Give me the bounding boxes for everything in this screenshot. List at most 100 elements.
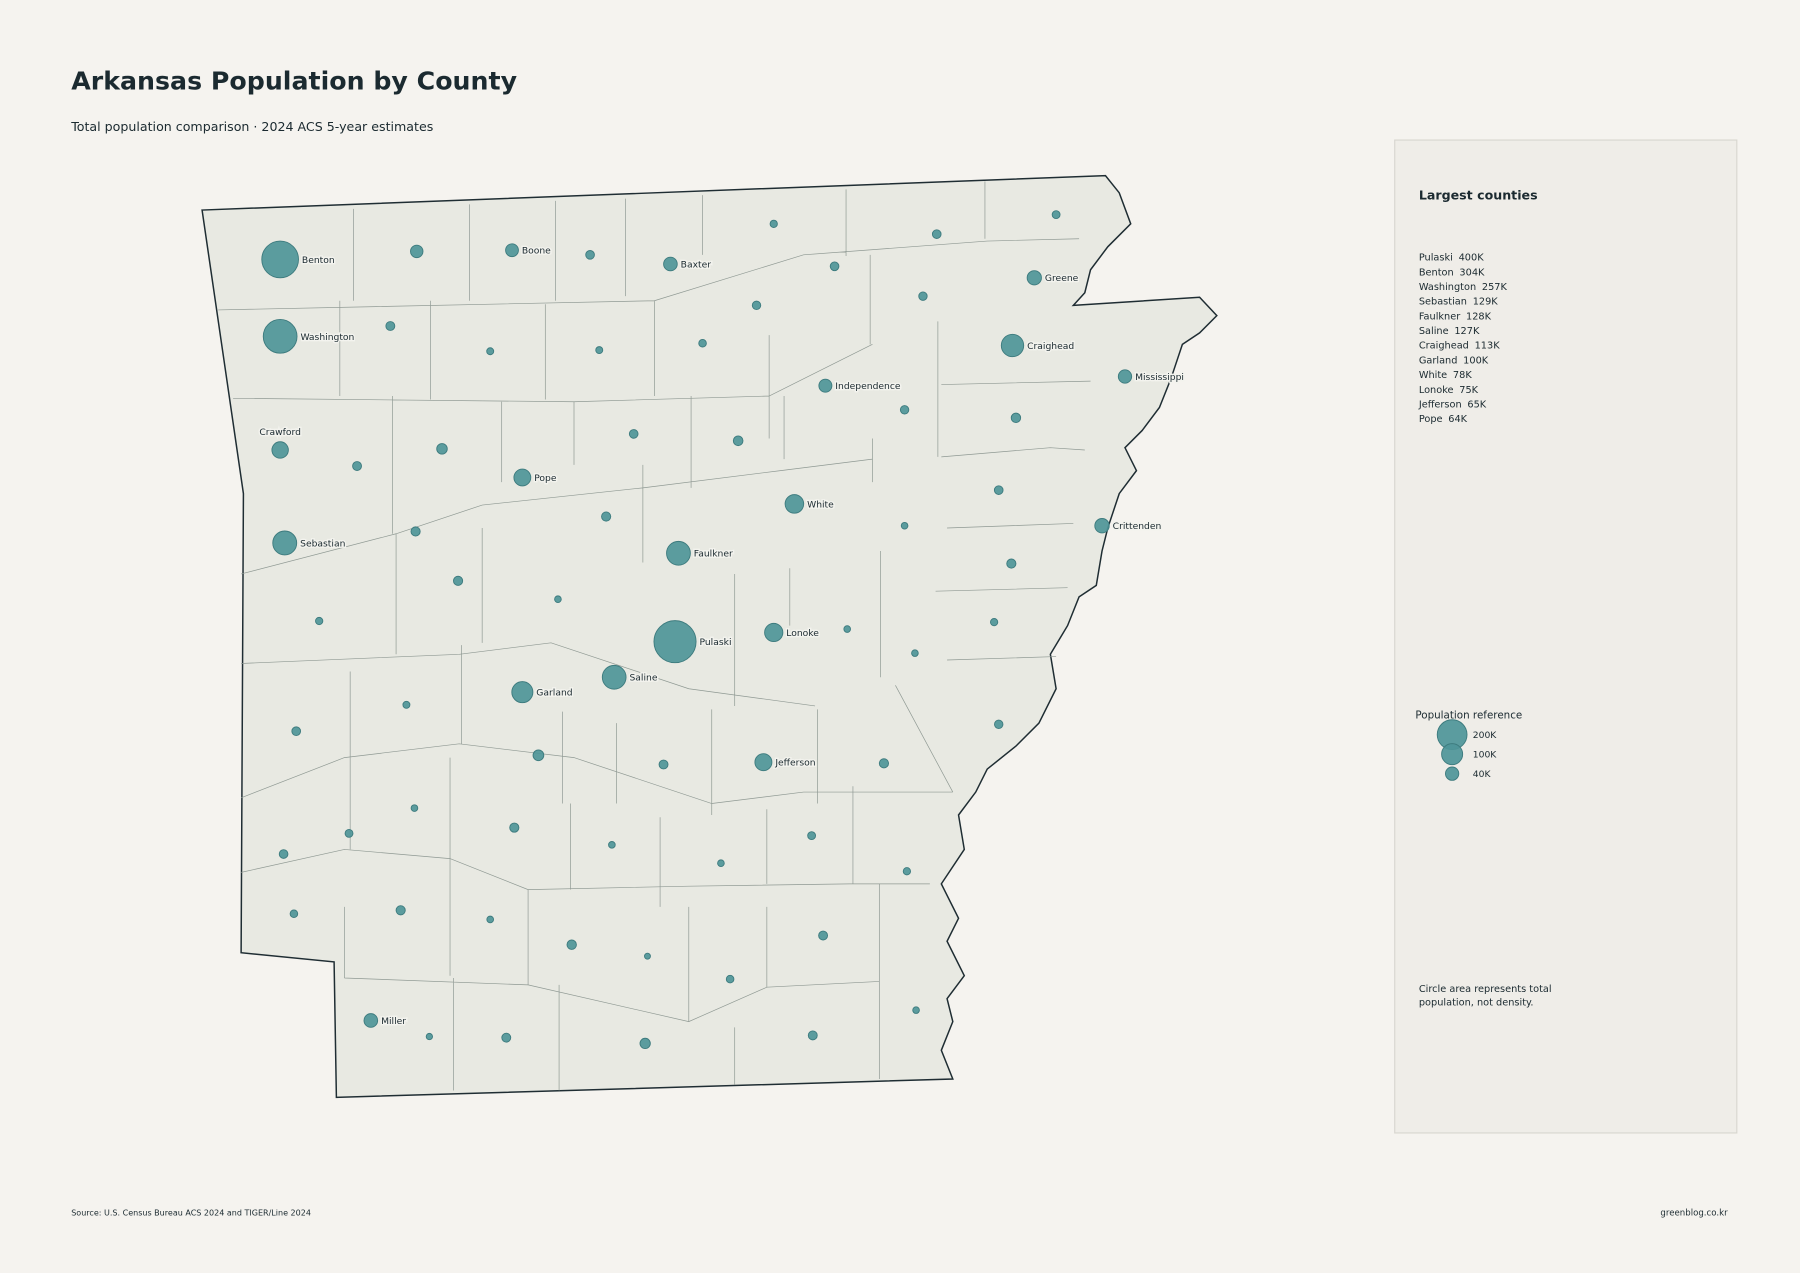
list-item: Pulaski 400K	[1419, 253, 1484, 264]
county-bubble	[994, 719, 1004, 729]
county-bubble	[902, 867, 911, 876]
county-bubble	[395, 905, 406, 916]
county-bubble	[900, 521, 909, 530]
list-name: Pulaski	[1419, 253, 1453, 264]
county-bubble	[818, 378, 833, 393]
county-bubble	[639, 1037, 651, 1050]
county-label: Faulkner	[694, 549, 733, 560]
county-bubble	[653, 620, 697, 664]
legend-label: 40K	[1473, 769, 1492, 780]
county-bubble	[272, 530, 298, 556]
county-bubble	[601, 664, 627, 690]
county-bubble	[769, 219, 778, 228]
list-item: Washington 257K	[1419, 282, 1508, 293]
legend-title: Population reference	[1415, 710, 1522, 722]
list-name: Craighead	[1419, 341, 1469, 352]
bubble-layer: Pulaski Benton Washington Sebastian Faulkner…	[258, 210, 1185, 1050]
county-bubble	[1000, 333, 1025, 358]
county-bubble	[595, 346, 604, 355]
list-value: 100K	[1463, 355, 1489, 366]
list-value: 75K	[1459, 385, 1478, 396]
county-bubble	[732, 435, 744, 447]
county-bubble	[513, 468, 532, 487]
county-bubble	[754, 753, 773, 772]
county-bubble	[262, 318, 298, 354]
county-bubble	[644, 952, 651, 960]
county-label: Crawford	[259, 427, 301, 438]
list-value: 129K	[1473, 297, 1499, 308]
county-bubble	[698, 338, 707, 348]
county-label: Baxter	[681, 259, 712, 270]
list-name: Lonoke	[1419, 385, 1454, 396]
sidebar	[1394, 139, 1738, 1134]
county-bubble	[843, 625, 851, 633]
county-label: Craighead	[1027, 341, 1074, 352]
county-bubble	[509, 822, 520, 833]
county-bubble	[501, 1032, 512, 1043]
county-bubble	[784, 494, 805, 514]
list-value: 128K	[1466, 311, 1492, 322]
county-label: Independence	[835, 381, 901, 392]
list-item: White 78K	[1419, 370, 1473, 381]
list-value: 257K	[1482, 282, 1508, 293]
county-bubble	[315, 616, 324, 626]
county-bubble	[352, 461, 362, 471]
state-outline	[201, 174, 1218, 1099]
county-label: Crittenden	[1113, 521, 1162, 532]
list-name: Saline	[1419, 326, 1449, 337]
county-bubble	[486, 915, 494, 924]
county-bubble	[278, 849, 289, 859]
county-bubble	[554, 595, 562, 603]
sidebar-title: Largest counties	[1419, 188, 1538, 203]
county-bubble	[344, 828, 354, 838]
county-bubble	[829, 261, 840, 272]
county-bubble	[899, 405, 910, 415]
title: Arkansas Population by County	[71, 67, 517, 96]
county-bubble	[402, 700, 411, 709]
county-bubble	[601, 511, 612, 522]
county-label: Pope	[534, 473, 557, 484]
county-bubble	[911, 649, 919, 657]
list-name: Jefferson	[1418, 399, 1462, 410]
county-bubble	[585, 250, 595, 260]
note: Circle area represents total population,…	[1418, 983, 1552, 1009]
county-bubble	[1051, 210, 1061, 220]
county-bubble	[1026, 270, 1042, 286]
county-label: Benton	[302, 255, 335, 266]
county-label: Sebastian	[300, 538, 345, 549]
legend-label: 100K	[1473, 750, 1498, 761]
list-item: Benton 304K	[1419, 267, 1485, 278]
legend: 200K 100K 40K	[1436, 719, 1498, 781]
legend-bubble	[1445, 766, 1460, 781]
subtitle: Total population comparison · 2024 ACS 5…	[70, 119, 433, 134]
county-bubble	[486, 347, 495, 356]
county-label: Washington	[300, 332, 354, 343]
county-label: Lonoke	[786, 628, 819, 639]
county-bubble	[993, 485, 1004, 495]
county-bubble	[385, 321, 396, 331]
list-value: 304K	[1459, 267, 1485, 278]
county-bubble	[912, 1006, 920, 1014]
county-label: Jefferson	[774, 758, 815, 769]
county-bubble	[717, 859, 725, 867]
county-bubble	[990, 618, 999, 627]
county-bubble	[261, 240, 299, 279]
list-name: Washington	[1419, 282, 1476, 293]
county-bubble	[878, 758, 889, 769]
county-bubble	[1006, 558, 1017, 569]
county-bubble	[410, 804, 419, 812]
county-bubble	[666, 540, 691, 566]
county-bubble	[918, 291, 928, 301]
county-label: White	[807, 499, 834, 510]
county-bubble	[725, 974, 735, 984]
county-bubble	[425, 1032, 433, 1041]
list-item: Garland 100K	[1419, 355, 1489, 366]
county-bubble	[363, 1013, 379, 1028]
list-item: Sebastian 129K	[1419, 297, 1498, 308]
county-bubble	[566, 939, 577, 950]
county-bubble	[931, 229, 942, 239]
list-name: Pope	[1419, 414, 1443, 425]
county-bubble	[505, 243, 519, 258]
county-bubble	[532, 749, 545, 762]
